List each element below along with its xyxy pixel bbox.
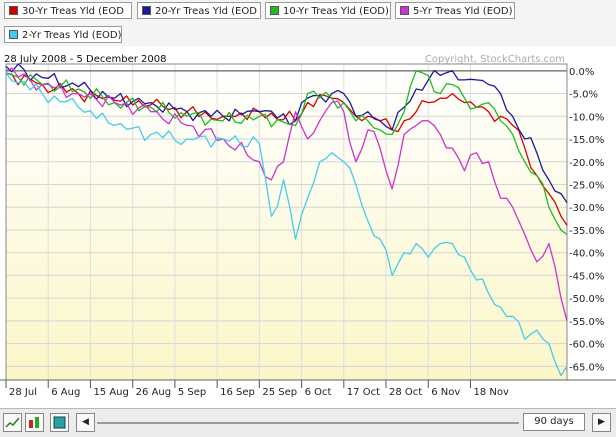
x-tick-label: 25 Sep	[262, 387, 297, 398]
y-tick-label: -5.0%	[569, 90, 598, 101]
series-line-4	[5, 67, 568, 322]
line-chart-icon[interactable]	[3, 413, 22, 432]
y-tick-label: -40.0%	[569, 249, 604, 260]
x-tick-label: 18 Nov	[473, 387, 509, 398]
x-tick-label: 28 Jul	[9, 387, 37, 398]
legend-swatch	[270, 6, 279, 15]
x-tick-label: 6 Oct	[305, 387, 332, 398]
y-tick-label: -20.0%	[569, 158, 604, 169]
legend-label: 5-Yr Treas Yld (EOD)	[413, 6, 513, 17]
legend-item-3[interactable]: 10-Yr Treas Yld (EOD)	[265, 2, 391, 19]
series-line-3	[5, 70, 568, 236]
y-tick-label: 0.0%	[569, 67, 594, 78]
series-line-1	[5, 72, 568, 226]
legend-label: 30-Yr Treas Yld (EOD	[22, 6, 124, 17]
y-tick-label: -60.0%	[569, 340, 604, 351]
series-line-2	[5, 63, 568, 204]
legend: 30-Yr Treas Yld (EOD 20-Yr Treas Yld (EOD…	[0, 0, 616, 46]
legend-item-1[interactable]: 30-Yr Treas Yld (EOD	[4, 2, 132, 19]
price-performance-chart: 0.0% -5.0% -10.0% -15.0% -20.0% -25.0% -30.0% -…	[0, 46, 616, 408]
legend-label: 10-Yr Treas Yld (EOD)	[283, 6, 389, 17]
y-tick-label: -35.0%	[569, 226, 604, 237]
scroll-left-button[interactable]: ◀	[76, 413, 95, 432]
x-tick-label: 17 Oct	[347, 387, 380, 398]
color-scheme-icon[interactable]	[50, 413, 69, 432]
y-tick-label: -65.0%	[569, 362, 604, 373]
x-tick-label: 28 Oct	[389, 387, 422, 398]
x-tick-label: 6 Aug	[51, 387, 80, 398]
legend-swatch	[9, 6, 18, 15]
legend-swatch	[9, 30, 18, 39]
copyright-watermark: Copyright, StockCharts.com	[425, 54, 565, 65]
legend-item-2[interactable]: 20-Yr Treas Yld (EOD	[137, 2, 261, 19]
range-select[interactable]: 90 days	[523, 413, 585, 431]
date-range-label: 28 July 2008 - 5 December 2008	[4, 54, 167, 65]
legend-swatch	[142, 6, 151, 15]
y-tick-label: -50.0%	[569, 294, 604, 305]
date-range-slider[interactable]	[97, 422, 519, 424]
x-tick-label: 6 Nov	[431, 387, 460, 398]
legend-label: 2-Yr Treas Yld (EOD)	[22, 30, 122, 41]
y-tick-label: -30.0%	[569, 203, 604, 214]
legend-label: 20-Yr Treas Yld (EOD	[155, 6, 257, 17]
scroll-right-button[interactable]: ▶	[592, 413, 611, 432]
bar-chart-icon[interactable]	[25, 413, 44, 432]
y-tick-label: -45.0%	[569, 271, 604, 282]
y-tick-label: -55.0%	[569, 317, 604, 328]
x-tick-label: 5 Sep	[178, 387, 206, 398]
y-tick-label: -25.0%	[569, 180, 604, 191]
legend-item-4[interactable]: 5-Yr Treas Yld (EOD)	[395, 2, 515, 19]
x-tick-label: 15 Aug	[93, 387, 128, 398]
x-tick-label: 16 Sep	[220, 387, 255, 398]
x-tick-label: 26 Aug	[136, 387, 171, 398]
y-tick-label: -10.0%	[569, 112, 604, 123]
legend-item-5[interactable]: 2-Yr Treas Yld (EOD)	[4, 26, 122, 43]
chart-toolbar: ◀ 90 days ▶	[0, 408, 616, 437]
y-tick-label: -15.0%	[569, 135, 604, 146]
legend-swatch	[400, 6, 409, 15]
series-line-5	[5, 72, 568, 377]
